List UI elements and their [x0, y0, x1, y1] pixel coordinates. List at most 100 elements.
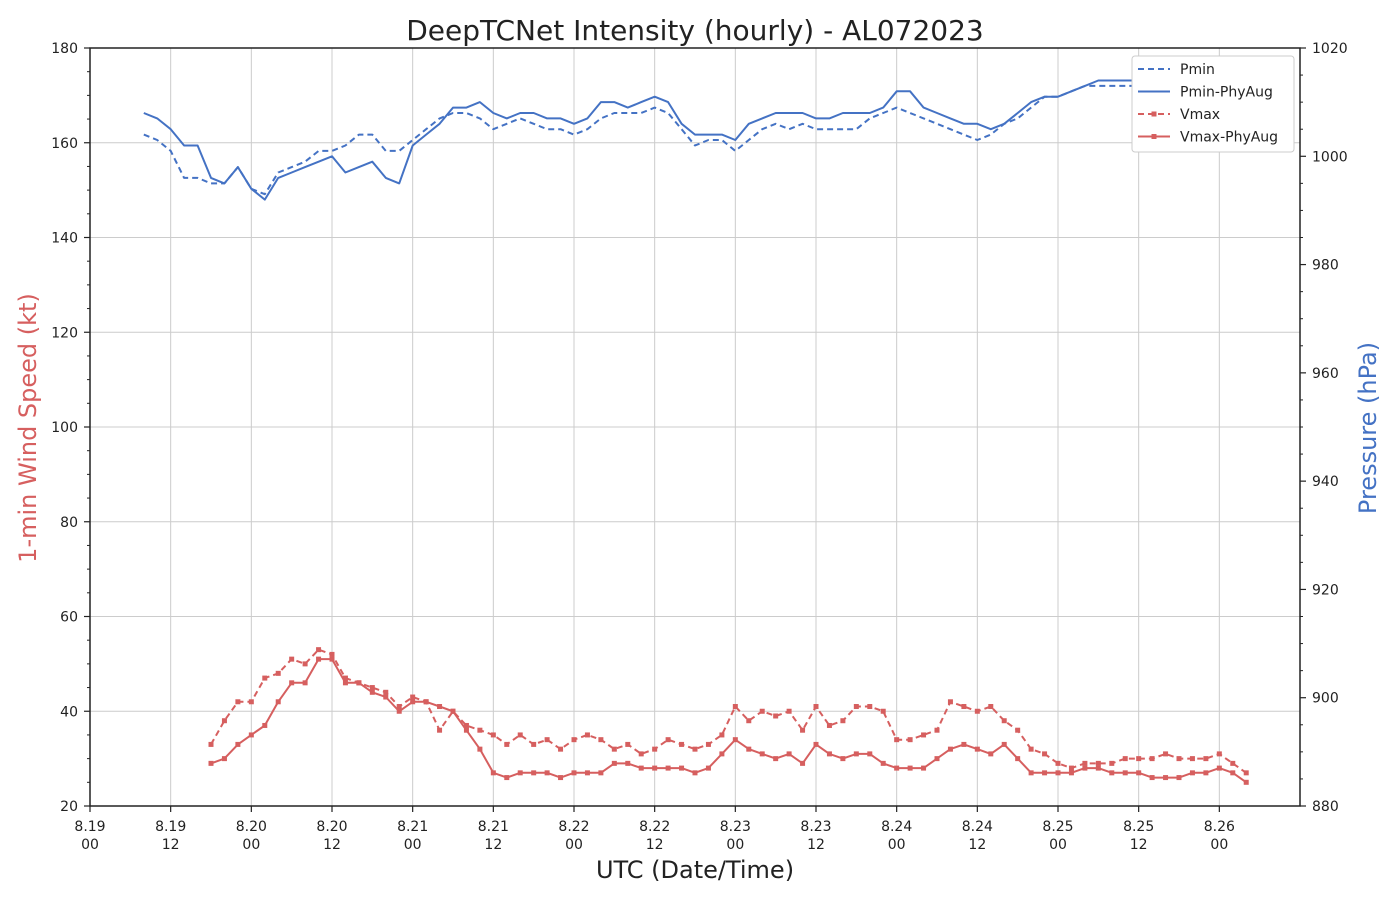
- data-point: [719, 732, 725, 738]
- data-point: [1176, 756, 1182, 762]
- data-point: [235, 699, 241, 705]
- data-point: [369, 689, 375, 695]
- legend-marker: [1151, 111, 1157, 117]
- x-tick-label: 8.19: [74, 819, 105, 835]
- x-tick-label: 00: [242, 837, 260, 853]
- data-point: [1001, 741, 1007, 747]
- y2-tick-label: 940: [1312, 474, 1339, 490]
- data-point: [638, 765, 644, 771]
- data-point: [652, 765, 658, 771]
- data-point: [773, 713, 779, 719]
- data-point: [342, 680, 348, 686]
- y2-tick-label: 1020: [1312, 41, 1348, 57]
- y-tick-label: 80: [60, 515, 78, 531]
- data-point: [1028, 746, 1034, 752]
- data-point: [1136, 770, 1142, 776]
- data-point: [248, 699, 254, 705]
- data-point: [289, 680, 295, 686]
- data-point: [221, 718, 227, 724]
- y-tick-label: 100: [51, 420, 78, 436]
- data-point: [517, 770, 523, 776]
- data-point: [598, 737, 604, 743]
- y2-tick-label: 960: [1312, 366, 1339, 382]
- x-axis-label: UTC (Date/Time): [596, 856, 794, 884]
- x-tick-label: 00: [81, 837, 99, 853]
- data-point: [880, 708, 886, 714]
- data-point: [275, 699, 281, 705]
- data-point: [423, 699, 429, 705]
- data-point: [746, 718, 752, 724]
- data-point: [490, 770, 496, 776]
- data-point: [316, 647, 322, 653]
- data-point: [1163, 751, 1169, 757]
- data-point: [800, 727, 806, 733]
- legend-marker: [1151, 134, 1157, 139]
- x-tick-label: 8.24: [962, 819, 993, 835]
- data-point: [1189, 756, 1195, 762]
- data-point: [867, 751, 873, 757]
- data-point: [773, 756, 779, 762]
- data-point: [1095, 760, 1101, 766]
- data-point: [947, 746, 953, 752]
- data-point: [665, 765, 671, 771]
- data-point: [840, 718, 846, 724]
- data-point: [974, 746, 980, 752]
- data-point: [558, 746, 564, 752]
- data-point: [961, 741, 967, 747]
- x-tick-label: 00: [1210, 837, 1228, 853]
- x-tick-label: 8.22: [558, 819, 589, 835]
- legend-label: Vmax: [1180, 107, 1220, 123]
- data-point: [517, 732, 523, 738]
- data-point: [437, 704, 443, 710]
- data-point: [302, 661, 308, 667]
- data-point: [437, 727, 443, 733]
- data-point: [221, 756, 227, 762]
- data-point: [531, 770, 537, 776]
- plot-frame: [89, 47, 1301, 807]
- y2-tick-label: 1000: [1312, 149, 1348, 165]
- grid: [89, 47, 1300, 807]
- data-point: [396, 708, 402, 714]
- data-point: [705, 765, 711, 771]
- legend-label: Pmin-PhyAug: [1180, 85, 1273, 101]
- data-point: [961, 704, 967, 710]
- y2-tick-label: 880: [1312, 799, 1339, 815]
- data-point: [625, 760, 631, 766]
- data-point: [383, 689, 389, 695]
- data-point: [463, 727, 469, 733]
- data-point: [638, 751, 644, 757]
- data-point: [1082, 765, 1088, 771]
- data-point: [934, 727, 940, 733]
- data-point: [1149, 775, 1155, 781]
- data-point: [813, 704, 819, 710]
- data-point: [1203, 756, 1209, 762]
- data-point: [692, 770, 698, 776]
- series-layer: [143, 57, 1249, 785]
- x-tick-label: 12: [807, 837, 825, 853]
- data-point: [611, 760, 617, 766]
- data-point: [369, 685, 375, 691]
- x-tick-label: 8.25: [1042, 819, 1073, 835]
- data-point: [1176, 775, 1182, 781]
- data-point: [921, 732, 927, 738]
- x-tick-label: 8.23: [720, 819, 751, 835]
- data-point: [692, 746, 698, 752]
- y2-tick-label: 980: [1312, 258, 1339, 274]
- data-point: [894, 765, 900, 771]
- data-point: [316, 656, 322, 662]
- data-point: [329, 651, 335, 657]
- x-tick-label: 8.20: [236, 819, 267, 835]
- data-point: [759, 751, 765, 757]
- data-point: [679, 741, 685, 747]
- data-point: [1122, 770, 1128, 776]
- data-point: [477, 727, 483, 733]
- data-point: [1149, 756, 1155, 762]
- y-tick-label: 20: [60, 799, 78, 815]
- y-tick-label: 160: [51, 136, 78, 152]
- legend-label: Vmax-PhyAug: [1180, 130, 1278, 146]
- data-point: [894, 737, 900, 743]
- data-point: [275, 670, 281, 676]
- x-tick-label: 8.19: [155, 819, 186, 835]
- y-tick-label: 140: [51, 231, 78, 247]
- data-point: [1055, 770, 1061, 776]
